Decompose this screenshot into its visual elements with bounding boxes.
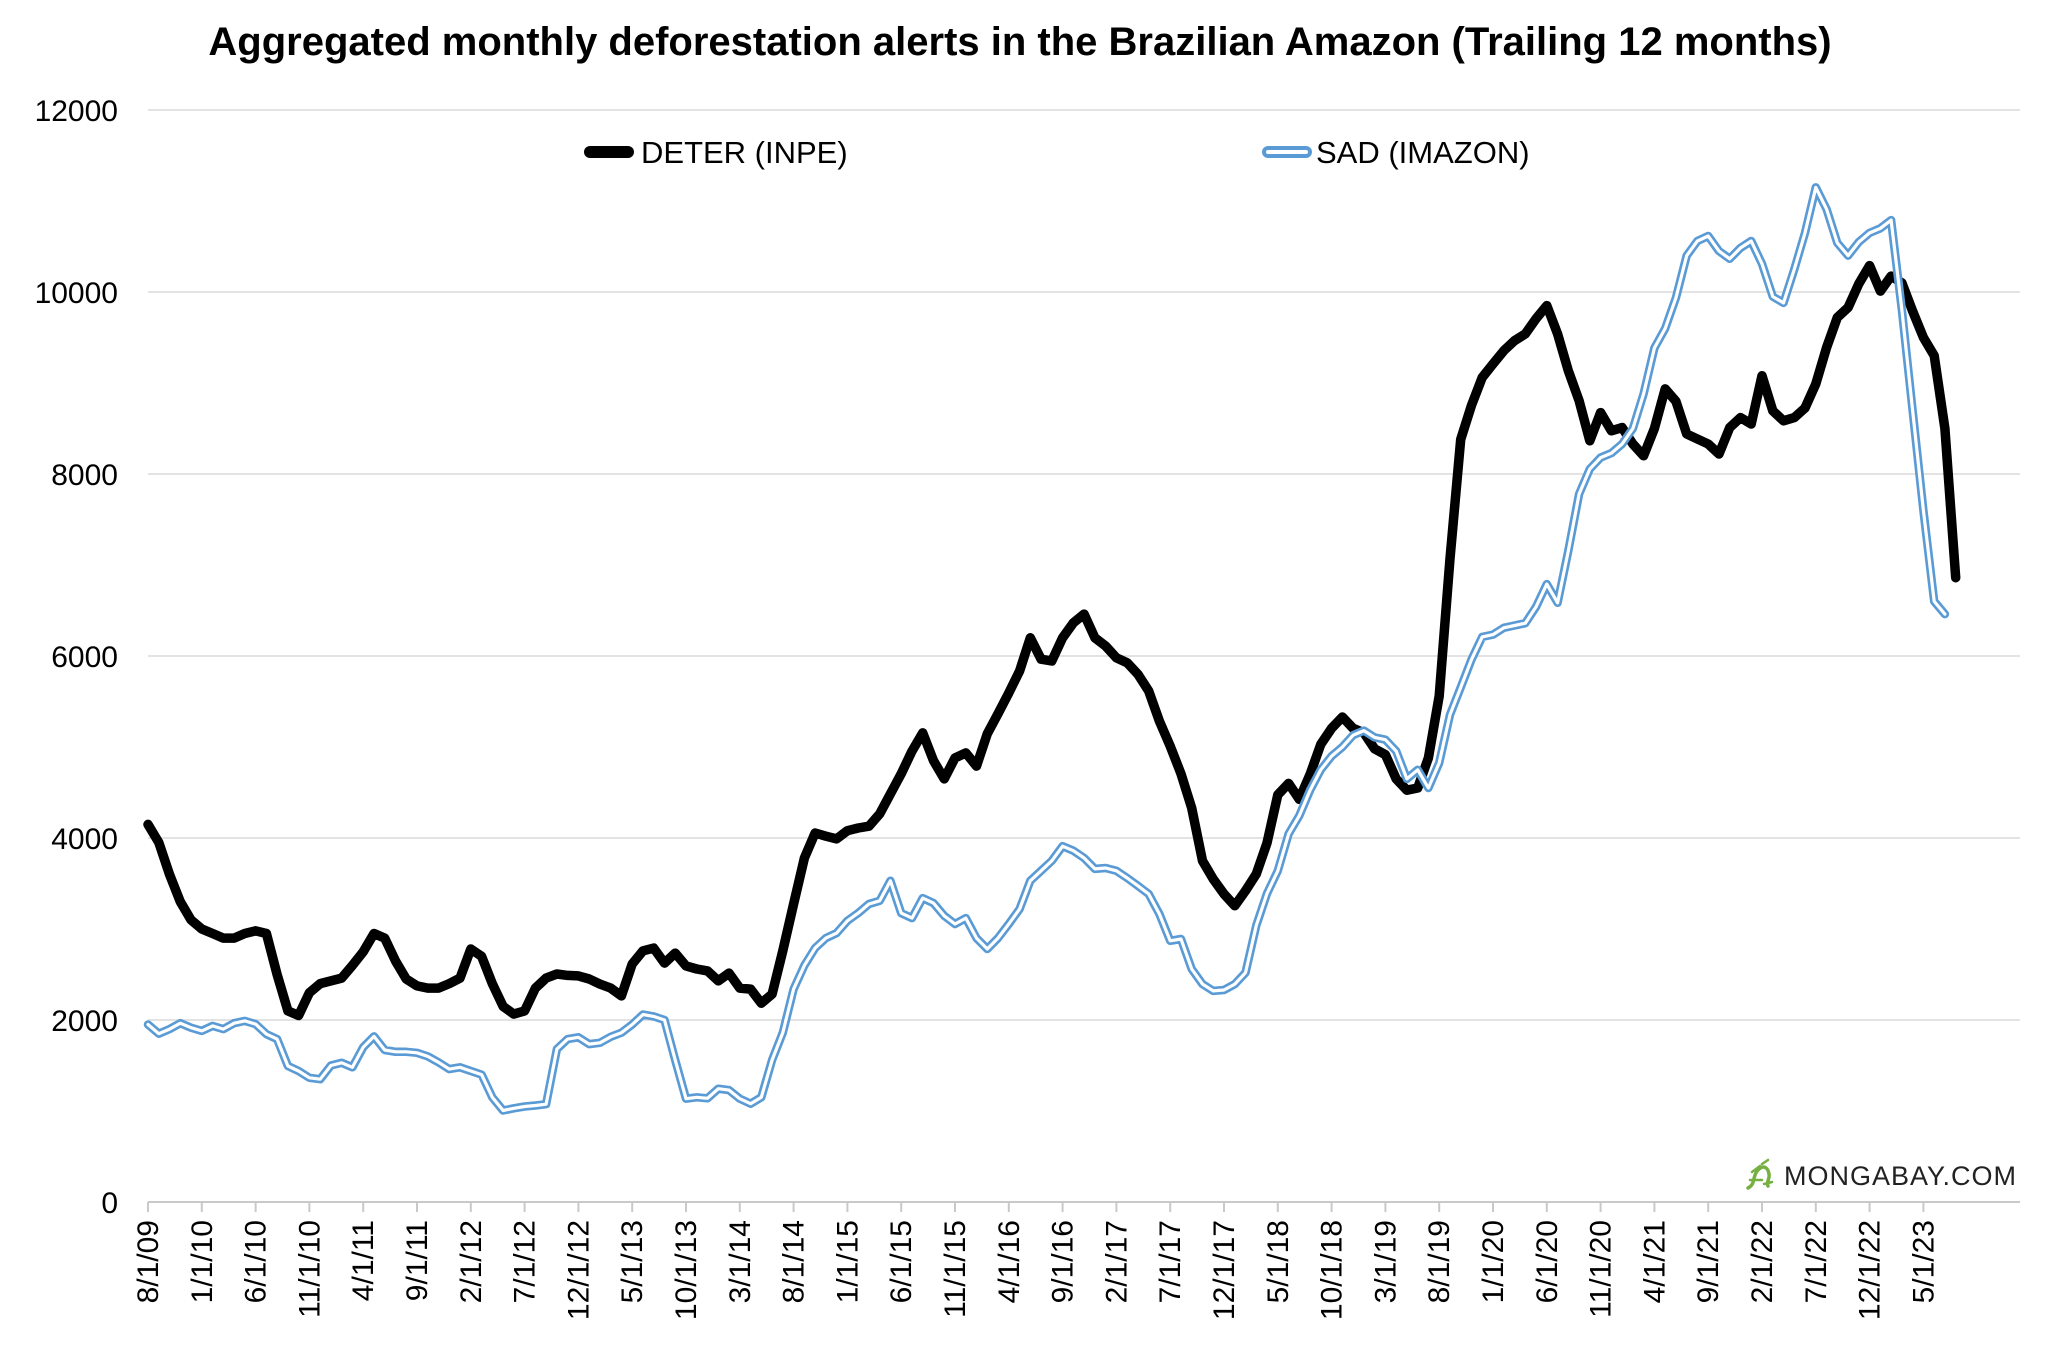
x-tick-label: 4/1/11: [347, 1220, 380, 1301]
x-tick-label: 3/1/19: [1369, 1220, 1402, 1303]
x-tick-label: 11/1/10: [293, 1220, 326, 1318]
x-tick-label: 10/1/13: [670, 1220, 703, 1320]
x-tick-label: 5/1/23: [1907, 1220, 1940, 1303]
legend-label-sad: SAD (IMAZON): [1316, 135, 1530, 170]
x-tick-label: 7/1/17: [1154, 1220, 1187, 1303]
y-tick-label: 12000: [35, 95, 118, 128]
mongabay-watermark: MONGABAY.COM: [1746, 1158, 2017, 1191]
x-tick-label: 9/1/16: [1047, 1220, 1080, 1303]
x-tick-label: 2/1/17: [1100, 1220, 1133, 1303]
x-tick-label: 2/1/12: [455, 1220, 488, 1303]
y-tick-label: 8000: [51, 459, 118, 492]
chart-title: Aggregated monthly deforestation alerts …: [208, 20, 1831, 64]
x-tick-label: 12/1/17: [1208, 1220, 1241, 1320]
x-tick-label: 8/1/14: [778, 1220, 811, 1303]
legend-item-deter: DETER (INPE): [584, 135, 848, 170]
x-tick-label: 11/1/15: [939, 1220, 972, 1318]
x-tick-label: 8/1/09: [132, 1220, 165, 1303]
x-tick-label: 1/1/20: [1477, 1220, 1510, 1303]
x-tick-label: 3/1/14: [724, 1220, 757, 1303]
y-tick-label: 6000: [51, 641, 118, 674]
legend: DETER (INPE) SAD (IMAZON): [584, 135, 1530, 170]
legend-item-sad: SAD (IMAZON): [1262, 135, 1530, 170]
x-tick-label: 2/1/22: [1746, 1220, 1779, 1303]
x-tick-label: 7/1/12: [509, 1220, 542, 1303]
x-tick-label: 7/1/22: [1800, 1220, 1833, 1303]
x-tick-label: 12/1/22: [1854, 1220, 1887, 1320]
y-tick-label: 0: [101, 1187, 118, 1220]
x-tick-label: 1/1/10: [186, 1220, 219, 1303]
x-tick-label: 4/1/16: [993, 1220, 1026, 1303]
x-tick-label: 6/1/20: [1531, 1220, 1564, 1303]
x-tick-label: 10/1/18: [1316, 1220, 1349, 1320]
x-tick-label: 5/1/13: [616, 1220, 649, 1303]
sad-line-core: [146, 185, 1947, 1113]
gecko-icon: [1746, 1158, 1774, 1190]
sad-line: [143, 183, 1950, 1115]
x-tick-label: 11/1/20: [1585, 1220, 1618, 1318]
watermark-text: MONGABAY.COM: [1784, 1161, 2017, 1191]
gridlines: [148, 109, 2020, 1203]
x-tick-label: 9/1/21: [1692, 1220, 1725, 1303]
x-tick-label: 6/1/10: [240, 1220, 273, 1303]
y-tick-label: 4000: [51, 823, 118, 856]
x-tick-label: 4/1/21: [1638, 1220, 1671, 1303]
x-tick-label: 9/1/11: [401, 1220, 434, 1301]
x-tick-label: 5/1/18: [1262, 1220, 1295, 1303]
x-tick-label: 6/1/15: [885, 1220, 918, 1303]
x-tick-label: 1/1/15: [831, 1220, 864, 1303]
deter-line: [143, 260, 1961, 1021]
y-tick-label: 2000: [51, 1005, 118, 1038]
x-tick-label: 12/1/12: [562, 1220, 595, 1320]
y-tick-label: 10000: [35, 277, 118, 310]
x-tick-label: 8/1/19: [1423, 1220, 1456, 1303]
x-axis: 8/1/09 1/1/10 6/1/10 11/1/10 4/1/11 9/1/11 2/1…: [132, 1202, 1940, 1320]
legend-label-deter: DETER (INPE): [641, 135, 848, 170]
data-series: [143, 183, 1961, 1115]
y-axis-labels: 0 2000 4000 6000 8000 10000 12000: [35, 95, 118, 1220]
